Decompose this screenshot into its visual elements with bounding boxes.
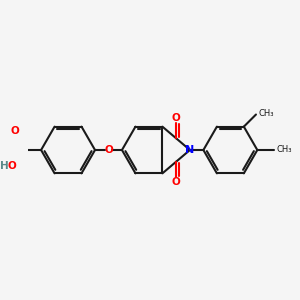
Text: O: O — [172, 113, 181, 123]
Text: O: O — [7, 161, 16, 171]
Text: CH₃: CH₃ — [258, 110, 274, 118]
Text: N: N — [185, 145, 194, 155]
Text: H: H — [0, 161, 8, 171]
Text: O: O — [172, 177, 181, 187]
Text: O: O — [10, 126, 19, 136]
Text: O: O — [104, 145, 113, 155]
Text: CH₃: CH₃ — [276, 146, 292, 154]
